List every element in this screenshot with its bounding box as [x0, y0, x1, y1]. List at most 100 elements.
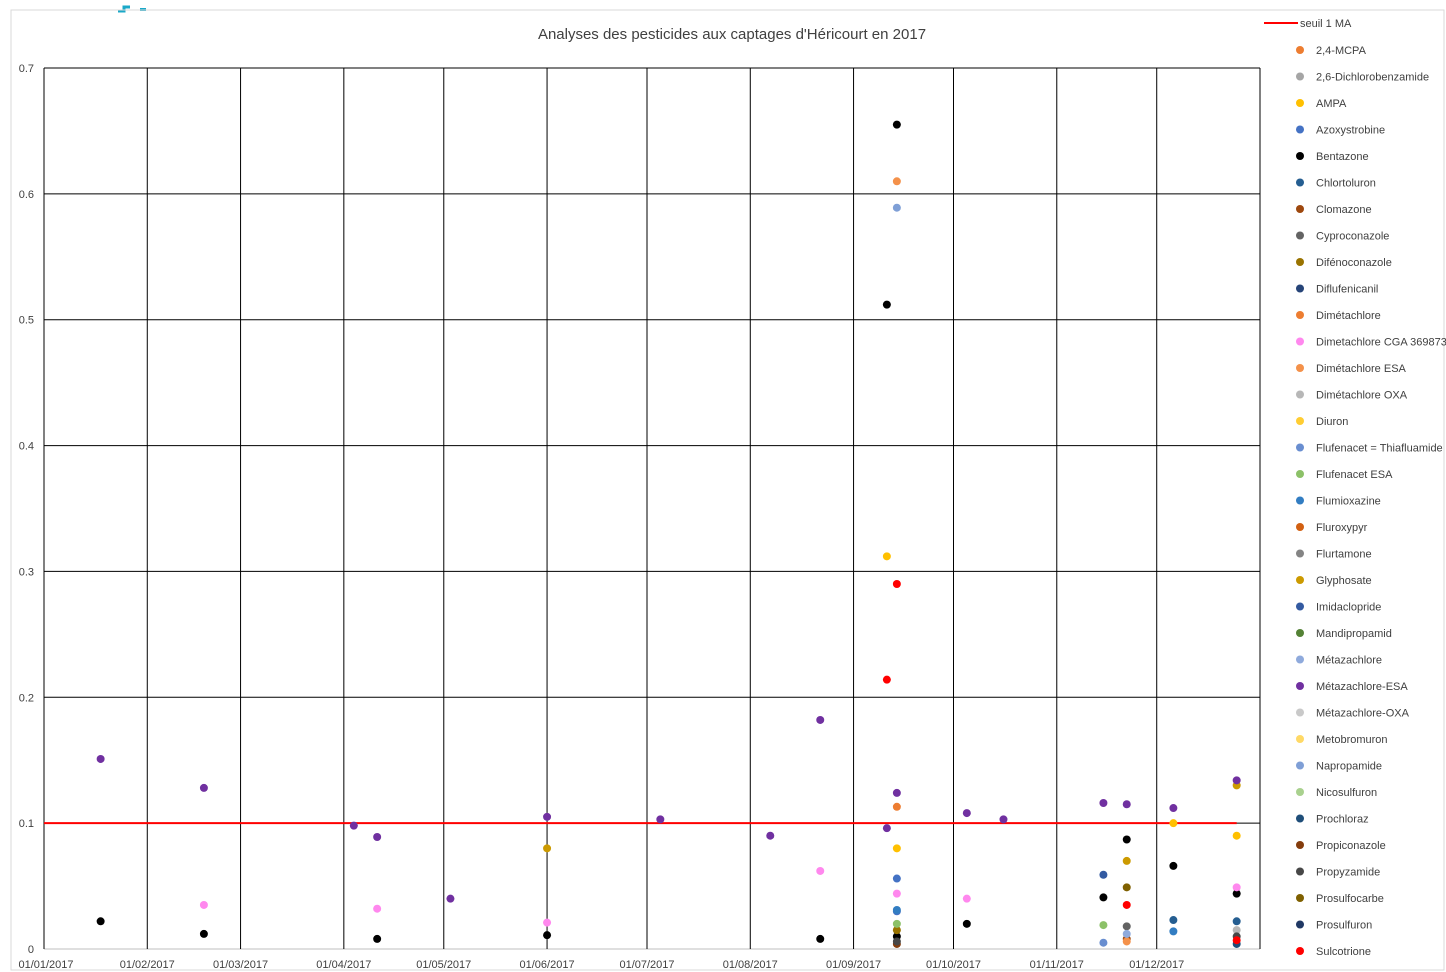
- data-point: [446, 894, 455, 903]
- data-point: [543, 844, 552, 853]
- legend-marker: [1296, 178, 1304, 187]
- x-tick-label: 01/05/2017: [416, 959, 471, 971]
- data-points: [96, 120, 1241, 948]
- x-tick-label: 01/07/2017: [619, 959, 674, 971]
- legend-marker: [1296, 205, 1304, 213]
- data-point: [882, 824, 891, 833]
- legend-label: Diuron: [1316, 416, 1348, 428]
- x-tick-label: 01/12/2017: [1129, 959, 1184, 971]
- legend-marker: [1296, 947, 1304, 955]
- legend-label: 2,6-Dichlorobenzamide: [1316, 72, 1429, 84]
- data-point: [1232, 917, 1241, 926]
- data-point: [1122, 835, 1131, 844]
- y-tick-label: 0.2: [19, 692, 34, 704]
- legend-label: Bentazone: [1316, 151, 1369, 163]
- legend-marker: [1296, 284, 1304, 293]
- data-point: [1122, 800, 1131, 809]
- x-tick-label: 01/08/2017: [723, 959, 778, 971]
- data-point: [892, 844, 901, 853]
- data-point: [199, 929, 208, 938]
- gridlines: [43, 67, 1261, 950]
- legend-label: Flumioxazine: [1316, 496, 1381, 508]
- legend-label: Dimétachlore OXA: [1316, 390, 1408, 402]
- legend-marker: [1296, 99, 1304, 107]
- legend-label: Difénoconazole: [1316, 257, 1392, 269]
- legend-marker: [1296, 258, 1304, 266]
- data-point: [892, 802, 901, 811]
- data-point: [1122, 883, 1131, 892]
- data-point: [543, 918, 552, 927]
- legend-label: 2,4-MCPA: [1316, 45, 1367, 57]
- legend-marker: [1296, 231, 1304, 240]
- legend-label: Flurtamone: [1316, 549, 1372, 561]
- chart-area-border: [10, 9, 1445, 971]
- legend-label: Napropamide: [1316, 761, 1382, 773]
- data-point: [543, 812, 552, 821]
- y-tick-label: 0.7: [19, 63, 34, 75]
- legend-marker: [1296, 417, 1304, 425]
- legend-label: Azoxystrobine: [1316, 125, 1385, 137]
- data-point: [1099, 938, 1108, 947]
- data-point: [999, 815, 1008, 824]
- data-point: [1122, 900, 1131, 909]
- data-point: [373, 904, 382, 913]
- data-point: [1122, 929, 1131, 938]
- legend-label: Propiconazole: [1316, 840, 1386, 852]
- y-tick-label: 0.5: [19, 315, 34, 327]
- data-point: [656, 815, 665, 824]
- data-point: [1232, 776, 1241, 785]
- x-tick-label: 01/03/2017: [213, 959, 268, 971]
- data-point: [1169, 804, 1178, 813]
- legend-marker: [1296, 152, 1304, 160]
- legend-label: Dimetachlore CGA 369873: [1316, 337, 1446, 349]
- legend-label: Dimétachlore: [1316, 310, 1381, 322]
- legend-label: Imidaclopride: [1316, 602, 1381, 614]
- legend: seuil 1 MA 2,4-MCPA 2,6-Dichlorobenzamide A…: [1264, 18, 1446, 958]
- y-axis-ticks: 0 0.1 0.2 0.3 0.4 0.5 0.6 0.7: [19, 63, 34, 956]
- legend-label: Prochloraz: [1316, 814, 1369, 826]
- data-point: [96, 917, 105, 926]
- data-point: [892, 203, 901, 212]
- x-axis-ticks: 01/01/2017 01/02/2017 01/03/2017 01/04/2017…: [18, 959, 1184, 971]
- legend-marker: [1296, 390, 1304, 399]
- legend-label: Prosulfocarbe: [1316, 893, 1384, 905]
- legend-marker: [1296, 655, 1304, 664]
- data-point: [892, 926, 901, 935]
- legend-marker: [1296, 496, 1304, 505]
- data-point: [892, 937, 901, 946]
- data-point: [1232, 889, 1241, 898]
- data-point: [199, 900, 208, 909]
- x-tick-label: 01/11/2017: [1030, 959, 1084, 971]
- legend-marker: [1296, 920, 1304, 929]
- y-tick-label: 0.3: [19, 566, 34, 578]
- legend-label: seuil 1 MA: [1300, 18, 1352, 30]
- legend-marker: [1296, 814, 1304, 823]
- x-tick-label: 01/02/2017: [120, 959, 175, 971]
- y-tick-label: 0: [28, 944, 34, 956]
- data-point: [1099, 921, 1108, 930]
- legend-marker: [1296, 867, 1304, 876]
- data-point: [892, 905, 901, 914]
- data-point: [892, 177, 901, 186]
- data-point: [892, 788, 901, 797]
- legend-label: Métazachlore-OXA: [1316, 708, 1410, 720]
- data-point: [373, 832, 382, 841]
- legend-marker: [1296, 443, 1304, 452]
- x-tick-label: 01/06/2017: [520, 959, 575, 971]
- data-point: [892, 120, 901, 129]
- data-point: [882, 675, 891, 684]
- data-point: [962, 894, 971, 903]
- legend-label: Mandipropamid: [1316, 628, 1392, 640]
- legend-label: Prosulfuron: [1316, 920, 1372, 932]
- data-point: [816, 715, 825, 724]
- legend-label: Flufenacet ESA: [1316, 469, 1393, 481]
- legend-label: Clomazone: [1316, 204, 1372, 216]
- x-tick-label: 01/09/2017: [826, 959, 881, 971]
- data-point: [1099, 799, 1108, 808]
- data-point: [962, 919, 971, 928]
- data-point: [199, 783, 208, 792]
- data-point: [962, 809, 971, 818]
- legend-marker: [1296, 125, 1304, 134]
- data-point: [543, 931, 552, 940]
- legend-label: Métazachlore: [1316, 655, 1382, 667]
